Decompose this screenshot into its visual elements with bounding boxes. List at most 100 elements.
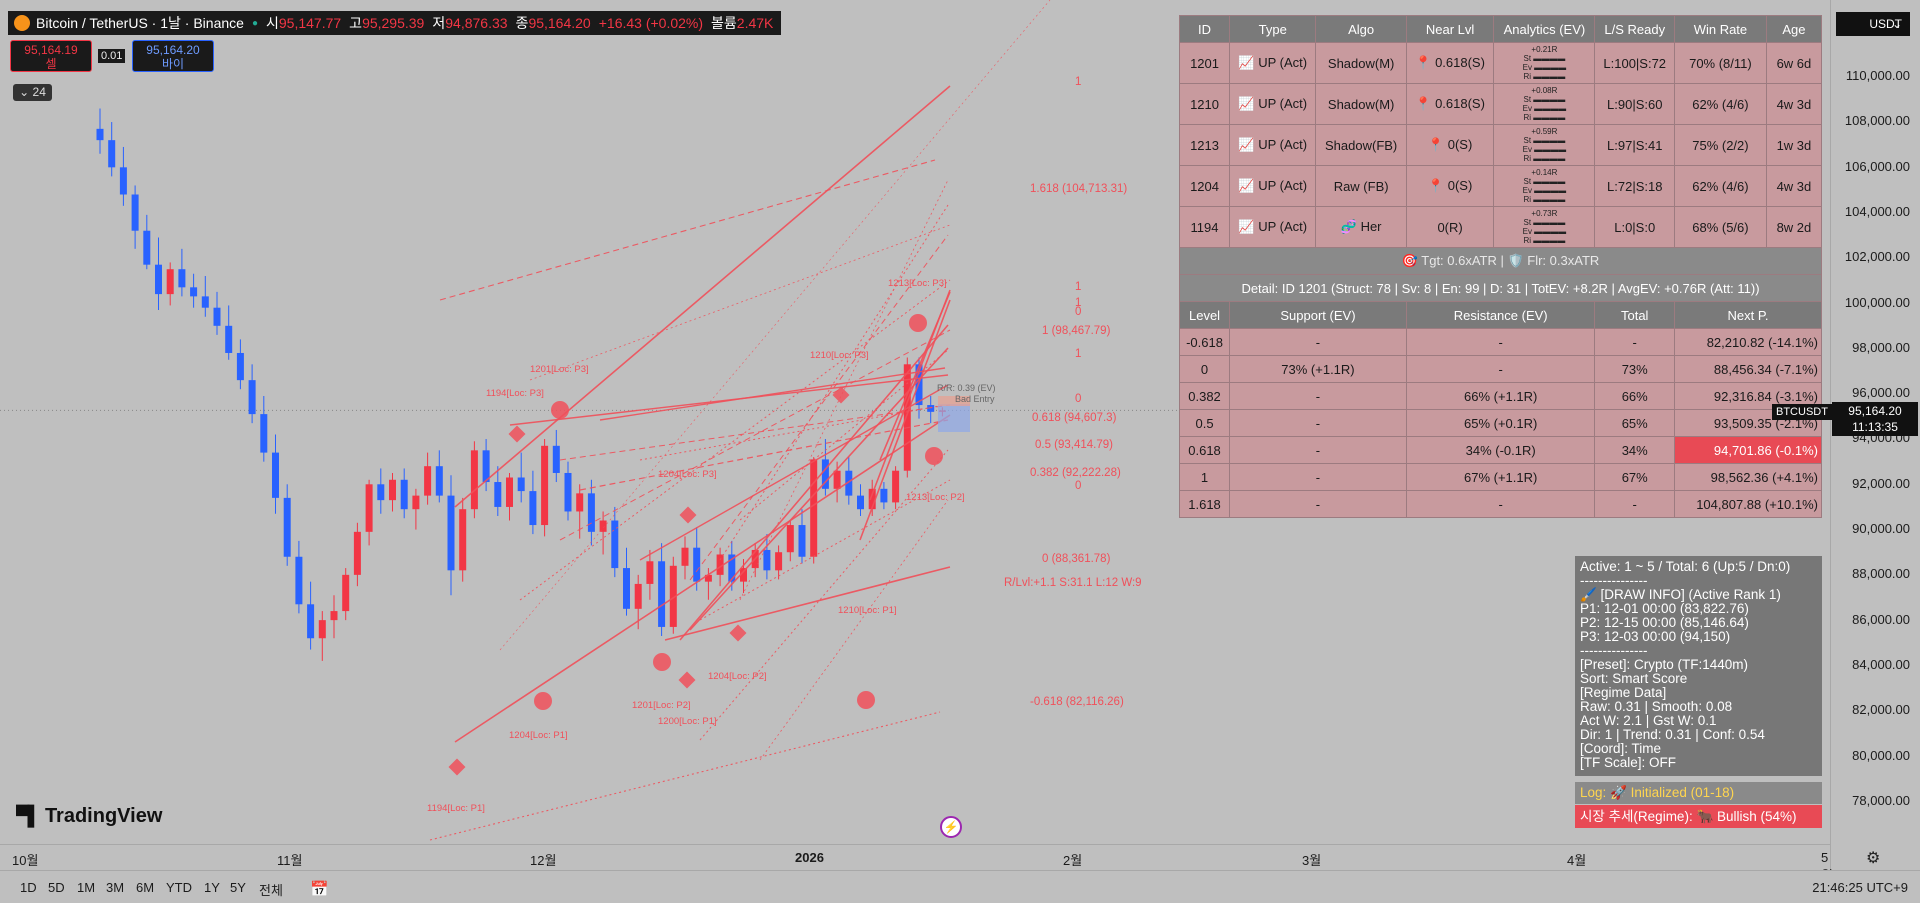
level-column-header: Total [1594,301,1675,329]
indicators-collapse-button[interactable]: ⌄ 24 [13,84,52,101]
cell-ls-ready: L:0|S:0 [1594,206,1675,248]
candle-body [541,445,549,526]
settings-gear-icon[interactable]: ⚙ [1866,850,1881,867]
detail-row: Detail: ID 1201 (Struct: 78 | Sv: 8 | En… [1179,274,1822,302]
tradingview-logo[interactable]: ▀▌ TradingView [16,805,162,828]
symbol-price-tag: BTCUSDT [1772,404,1832,420]
candle-body [166,269,174,295]
table-row[interactable]: 1204 📈 UP (Act) Raw (FB) 📍 0(S) +0.14R St ▬▬▬… [1178,165,1823,207]
fib-label: 1.618 (104,713.31) [1030,183,1127,195]
timeframe-button[interactable]: 1Y [204,880,220,895]
candle-body [365,484,373,532]
cell-type: 📈 UP (Act) [1229,124,1317,166]
candle-body [892,470,900,503]
cell-total: 66% [1594,382,1675,410]
price-tick-label: 86,000.00 [1852,611,1910,627]
cell-resistance: - [1405,490,1596,518]
candle-body [272,452,279,498]
candle-body [353,531,361,575]
cell-support: - [1229,490,1407,518]
table-row[interactable]: 1194 📈 UP (Act) 🧬 Her 0(R) +0.73R St ▬▬▬▬ Ev ▬… [1178,206,1823,248]
risk-zone-box [938,396,970,406]
cell-analytics: +0.73R St ▬▬▬▬ Ev ▬▬▬▬ Ri ▬▬▬▬ [1493,206,1596,248]
time-tick-label: 4월 [1567,853,1587,868]
target-row: 🎯 Tgt: 0.6xATR | 🛡️ Flr: 0.3xATR [1179,247,1822,275]
price-tick-label: 88,000.00 [1852,566,1910,582]
candle-body [506,477,513,507]
candle-body [728,554,736,582]
cell-next-price: 98,562.36 (+4.1%) [1673,463,1823,491]
clock[interactable]: 21:46:25 UTC+9 [1812,880,1908,895]
detail-line: Detail: ID 1201 (Struct: 78 | Sv: 8 | En… [1179,274,1822,302]
ev-bar-row: Ev ▬▬▬▬ [1522,63,1567,72]
info-line: P1: 12-01 00:00 (83,822.76) [1580,601,1749,616]
column-header: Near Lvl [1405,15,1495,43]
table-row[interactable]: 1213 📈 UP (Act) Shadow(FB) 📍 0(S) +0.59R St ▬… [1178,124,1823,166]
level-row: 0.618-34% (-0.1R) 34% 94,701.86 (-0.1%) [1178,436,1823,464]
timeframe-button[interactable]: 1D [20,880,37,895]
timeframe-button[interactable]: 1M [77,880,96,895]
timeframe-button[interactable]: 5D [48,880,65,895]
info-line: [Coord]: Time [1580,741,1662,756]
candle-body [482,450,490,483]
cell-analytics: +0.08R St ▬▬▬▬ Ev ▬▬▬▬ Ri ▬▬▬▬ [1493,83,1596,125]
timeframe-button[interactable]: 전체 [259,883,283,898]
high-label: 고 [349,15,363,31]
loc-label: 1204[Loc: P1] [509,730,568,741]
candle-body [529,491,537,526]
time-tick-label: 10월 [12,853,39,868]
info-line: Dir: 1 | Trend: 0.31 | Conf: 0.54 [1580,727,1765,742]
cell-id: 1204 [1178,165,1231,207]
buy-button[interactable]: 95,164.20 바이 [132,40,214,72]
table-row[interactable]: 1210 📈 UP (Act) Shadow(M) 📍 0.618(S) +0.08R S… [1178,83,1823,125]
pattern-line [869,289,951,501]
cell-analytics: +0.59R St ▬▬▬▬ Ev ▬▬▬▬ Ri ▬▬▬▬ [1493,124,1596,166]
timeframe-button[interactable]: 5Y [230,880,246,895]
candle-body [623,568,630,609]
info-line: [Preset]: Crypto (TF:1440m) [1580,657,1749,672]
fib-label: 0.382 (92,222.28) [1030,467,1121,479]
timeframe-button[interactable]: 3M [106,880,125,895]
candle-body [716,554,724,575]
candle-body [564,472,572,512]
cell-resistance: - [1405,355,1596,383]
cell-level: 1.618 [1178,490,1231,518]
table-row[interactable]: 1201 📈 UP (Act) Shadow(M) 📍 0.618(S) +0.21R S… [1178,42,1823,84]
symbol-name[interactable]: Bitcoin / TetherUS · 1날 · Binance [36,15,244,31]
timeframe-button[interactable]: YTD [166,880,192,895]
candle-body [740,568,747,582]
pattern-line [454,85,951,508]
candle-body [155,264,162,295]
date-range-icon[interactable]: 📅 [310,881,329,898]
candle-body [470,450,478,510]
cell-next-price: 88,456.34 (-7.1%) [1673,355,1823,383]
cell-algo: 🧬 Her [1315,206,1407,248]
loc-label: 1201[Loc: P2] [632,700,691,711]
cell-analytics: +0.14R St ▬▬▬▬ Ev ▬▬▬▬ Ri ▬▬▬▬ [1493,165,1596,207]
pivot-circle [857,691,875,709]
candle-body [131,194,139,231]
cell-algo: Shadow(M) [1315,42,1407,84]
lightning-icon[interactable]: ⚡ [940,816,962,838]
candle-body [435,466,443,496]
bottom-toolbar: 1D 5D 1M 3M 6M YTD 1Y 5Y 전체 📅 21:46:25 UTC+9 [0,870,1920,903]
candle-body [119,167,127,195]
entry-zone-box [938,404,970,432]
volume-label: 볼륨 [711,15,737,31]
cell-total: 34% [1594,436,1675,464]
symbol-legend[interactable]: Bitcoin / TetherUS · 1날 · Binance ● 시 95,… [8,11,782,35]
time-tick-label: 3월 [1302,853,1322,868]
currency-select[interactable]: USDT ⌄ [1836,12,1910,36]
sell-button[interactable]: 95,164.19 셀 [10,40,92,72]
pattern-line [499,0,1051,651]
cell-age: 4w 3d [1765,83,1823,125]
time-tick-label: 12월 [530,853,557,868]
cell-total: - [1594,328,1675,356]
target-floor-line: 🎯 Tgt: 0.6xATR | 🛡️ Flr: 0.3xATR [1179,247,1822,275]
ev-mini-chart: +0.08R St ▬▬▬▬ Ev ▬▬▬▬ Ri ▬▬▬▬ [1497,86,1591,122]
candle-body [810,459,818,557]
time-axis[interactable]: 10월11월12월20262월3월4월5월 [0,844,1833,883]
ev-bar-row: Ev ▬▬▬▬ [1522,145,1567,154]
timeframe-button[interactable]: 6M [136,880,155,895]
